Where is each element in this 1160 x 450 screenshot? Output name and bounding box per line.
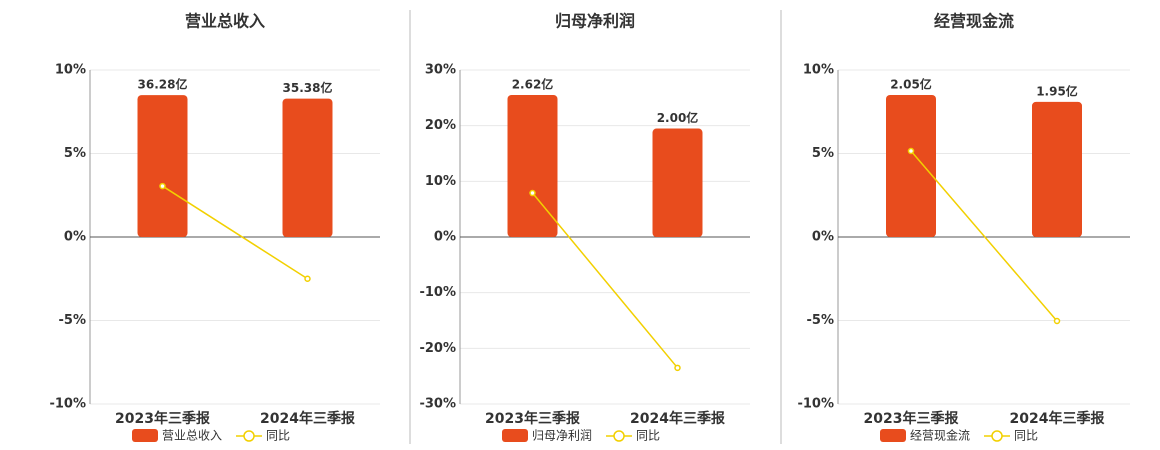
line-point [304,275,311,282]
legend-label: 同比 [636,429,660,443]
y-tick-label: -30% [419,397,456,412]
chart-title: 营业总收入 [185,12,265,31]
line-point [1053,317,1061,325]
data-label: 1.95亿 [1036,83,1078,98]
legend-label: 同比 [1014,429,1038,443]
data-label: 2.05亿 [890,76,932,91]
chart-title: 归母净利润 [555,12,635,31]
bar [1032,101,1082,237]
line-point [674,364,681,372]
y-tick-label: 10% [803,63,834,78]
y-tick-label: 0% [434,230,456,245]
legend-swatch [502,429,528,442]
line-point [529,189,536,197]
line [910,150,1058,322]
legend-label: 归母净利润 [532,429,592,443]
y-tick-label: -10% [797,397,834,412]
data-label: 35.38亿 [283,80,333,95]
legend-label: 经营现金流 [910,428,970,443]
x-tick-label: 2023年三季报 [864,410,959,427]
y-tick-label: 0% [812,230,834,245]
y-tick-label: 20% [425,118,456,133]
y-tick-label: 0% [64,230,86,245]
data-label: 2.62亿 [512,76,554,91]
y-tick-label: 30% [425,63,456,78]
bar [507,94,558,237]
y-tick-label: -5% [59,313,86,328]
line [162,185,308,280]
bar [886,94,936,237]
bar [282,98,333,237]
line [531,192,679,369]
y-tick-label: 5% [64,146,86,161]
legend-label: 同比 [266,429,290,443]
x-tick-label: 2024年三季报 [260,410,355,427]
y-tick-label: -20% [419,341,456,356]
legend-swatch [132,429,158,442]
y-tick-label: -10% [49,397,86,412]
legend-swatch [880,429,906,442]
legend-swatch [991,430,1003,442]
legend-swatch [243,430,255,442]
bar [652,128,703,237]
chart-title: 经营现金流 [934,12,1014,31]
x-tick-label: 2024年三季报 [1010,410,1105,427]
y-tick-label: 10% [425,174,456,189]
x-tick-label: 2023年三季报 [115,410,210,427]
data-label: 2.00亿 [657,110,699,125]
y-tick-label: -10% [419,285,456,300]
x-tick-label: 2023年三季报 [485,410,580,427]
line-point [159,182,166,190]
y-tick-label: 5% [812,146,834,161]
y-tick-label: -5% [807,313,834,328]
legend-label: 营业总收入 [162,429,222,443]
bar [137,95,188,237]
data-label: 36.28亿 [138,77,188,92]
line-point [907,147,915,155]
x-tick-label: 2024年三季报 [630,410,725,427]
y-tick-label: 10% [55,63,86,78]
legend-swatch [613,430,625,442]
